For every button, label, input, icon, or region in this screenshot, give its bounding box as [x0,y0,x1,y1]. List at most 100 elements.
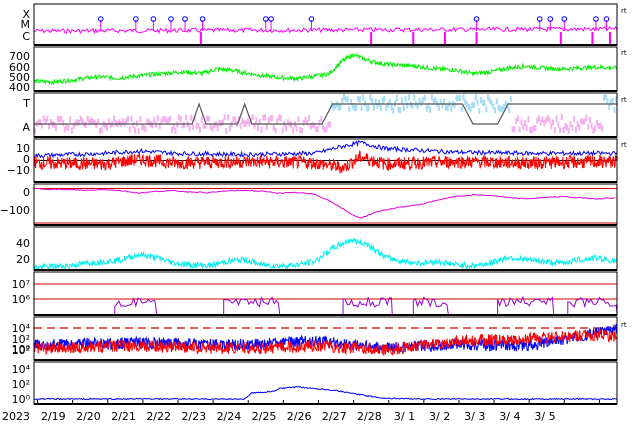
panel-frame [33,3,618,46]
sector-mark [183,122,186,129]
sector-mark [446,105,449,112]
y-tick-label: −10 [7,164,30,177]
sector-mark [169,115,172,122]
flare-marker [168,16,174,22]
plot-area-xray-flare-class [34,16,632,44]
sector-mark [316,126,319,133]
y-tick-label: 10⁴ [12,322,31,335]
bz-trace [34,150,617,174]
sector-mark [265,124,268,131]
sector-mark [69,116,72,123]
sector-mark [211,125,214,132]
sector-mark [564,123,567,130]
y-tick-label: 0 [23,186,30,199]
sector-mark [527,116,530,123]
sector-mark [53,121,56,128]
sector-mark [97,118,100,125]
sector-mark [590,122,593,129]
sector-mark [402,105,405,112]
sector-mark [109,122,112,129]
sector-mark [574,126,577,133]
sector-mark [439,98,442,105]
sector-mark [599,122,602,129]
sector-mark [411,102,414,109]
x-tick-label: 2/19 [41,410,66,423]
flare-marker [308,16,315,22]
panel-frame [33,226,618,271]
y-tick-label: 0 [23,153,30,166]
sector-mark [195,122,198,129]
flare-marker [150,16,157,22]
sector-mark [239,122,242,129]
panel-frame [33,271,618,316]
sector-mark [432,98,435,105]
sector-mark [334,103,337,110]
sector-mark [392,107,395,114]
sector-mark [130,115,133,122]
sector-mark [353,105,356,112]
sector-mark [534,124,537,131]
sector-mark [142,124,145,131]
sector-mark [571,124,574,131]
panels-group: XMCrt700600500400rtTArt100−10rt0−1004020… [0,3,632,406]
sector-mark [339,104,342,111]
sector-mark [453,102,456,109]
sector-mark [137,127,140,134]
sector-mark [420,100,423,107]
sector-mark [200,116,203,123]
sector-mark [553,127,556,134]
sector-mark [325,126,328,133]
sector-mark [548,117,551,124]
x-tick-label: 2/27 [322,410,347,423]
sector-mark [537,115,540,122]
sector-mark [264,114,267,121]
plot-area-imf-sector [34,94,617,134]
sector-mark [539,119,542,126]
sector-mark [223,114,226,121]
sector-mark [311,122,314,129]
sector-mark [562,126,565,133]
panel-frame [33,46,618,92]
corner-mark: rt [621,141,627,149]
sector-mark [206,115,209,122]
sector-mark [350,99,353,106]
sector-mark [385,104,388,111]
sector-mark [557,121,560,128]
flare-marker [627,17,632,22]
y-tick-label: 40 [16,237,30,250]
sector-mark [48,123,51,130]
sector-mark [388,98,391,105]
sector-mark [42,115,45,122]
corner-mark: rt [621,96,627,104]
sector-mark [134,127,137,134]
sector-mark [471,102,474,109]
x-tick-label: 2/26 [287,410,312,423]
sector-mark [128,126,131,133]
y-tick-label: 10⁰ [12,343,31,356]
sector-mark [306,119,309,126]
y-tick-label: 700 [9,50,30,63]
sector-mark [502,104,505,111]
sector-mark [81,117,84,124]
sector-mark [260,126,263,133]
sector-mark [504,100,507,107]
sector-mark [46,116,49,123]
sector-mark [458,95,461,102]
sector-mark [179,116,182,123]
sector-mark [529,126,532,133]
proton-trace-b [34,328,617,356]
sector-mark [281,127,284,134]
sector-mark [606,98,609,105]
sector-mark [536,117,539,124]
sector-mark [218,119,221,126]
sector-mark [499,106,502,113]
sector-mark [437,104,440,111]
sector-mark [91,118,94,125]
y-tick-label: 10⁶ [12,293,31,306]
sector-mark [465,101,468,108]
flare-marker [473,16,480,22]
sector-mark [55,125,58,132]
x-tick-label: 2/20 [76,410,101,423]
sector-mark [329,121,332,128]
